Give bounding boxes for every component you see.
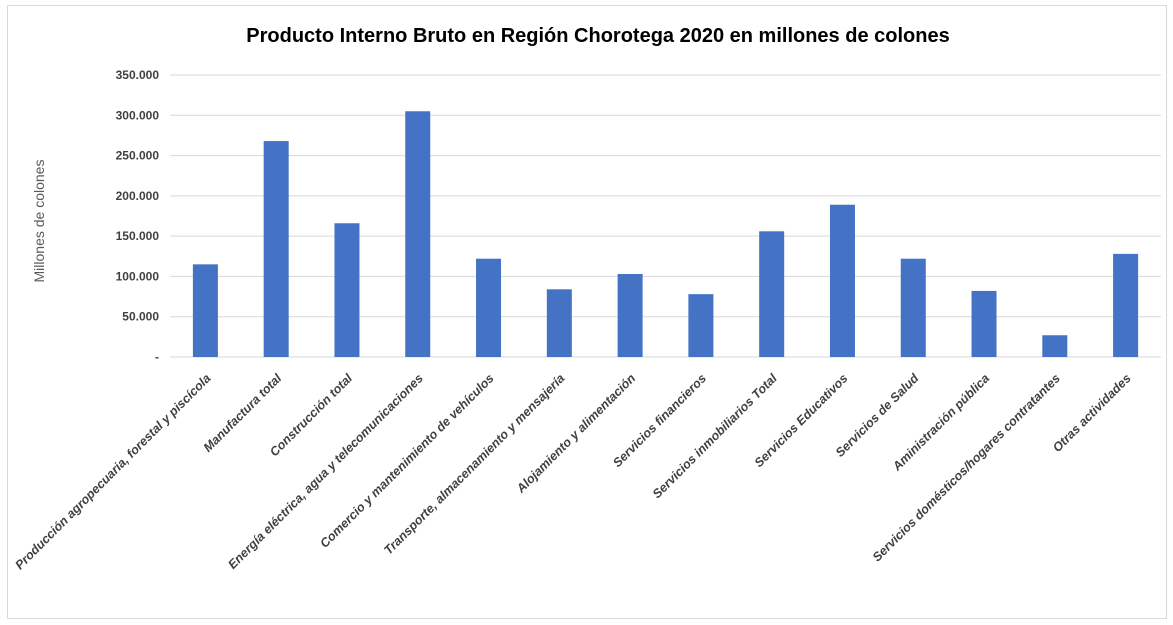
y-tick-label: 200.000 bbox=[116, 189, 160, 203]
gridlines bbox=[170, 74, 1161, 358]
y-tick-labels: - 50.000 100.000 150.000 200.000 250.000 300.0… bbox=[116, 68, 160, 364]
bar bbox=[617, 274, 643, 357]
y-tick-label: 100.000 bbox=[116, 269, 160, 283]
y-axis-label: Millones de colones bbox=[31, 160, 47, 283]
y-tick-label: 250.000 bbox=[116, 149, 160, 163]
x-tick-label: Manufactura total bbox=[201, 371, 285, 455]
bar bbox=[1113, 253, 1139, 357]
bar bbox=[1042, 335, 1068, 357]
bar bbox=[476, 258, 502, 357]
y-tick-label: 50.000 bbox=[122, 310, 159, 324]
chart-frame: Producto Interno Bruto en Región Chorote… bbox=[7, 5, 1167, 619]
bar bbox=[405, 111, 431, 357]
bars bbox=[192, 111, 1139, 357]
bar bbox=[688, 294, 714, 357]
bar bbox=[829, 204, 855, 357]
x-tick-label: Servicios inmobiliarios Total bbox=[650, 371, 780, 501]
bar bbox=[546, 289, 572, 357]
y-tick-label: - bbox=[155, 350, 159, 364]
bar bbox=[971, 290, 997, 357]
y-tick-label: 350.000 bbox=[116, 68, 160, 82]
x-tick-label: Producción agropecuaria, forestal y pisc… bbox=[13, 371, 214, 572]
bar-chart: Producto Interno Bruto en Región Chorote… bbox=[13, 25, 1161, 572]
chart-title: Producto Interno Bruto en Región Chorote… bbox=[246, 25, 949, 47]
x-tick-label: Otras actividades bbox=[1050, 371, 1134, 455]
x-tick-label: Alojamiento y alimentación bbox=[513, 371, 638, 496]
bar bbox=[263, 141, 289, 357]
y-tick-label: 150.000 bbox=[116, 229, 160, 243]
y-tick-label: 300.000 bbox=[116, 108, 160, 122]
x-tick-labels: Producción agropecuaria, forestal y pisc… bbox=[13, 371, 1134, 572]
bar bbox=[759, 231, 785, 357]
bar bbox=[900, 258, 926, 357]
bar bbox=[192, 264, 218, 357]
bar bbox=[334, 223, 360, 357]
